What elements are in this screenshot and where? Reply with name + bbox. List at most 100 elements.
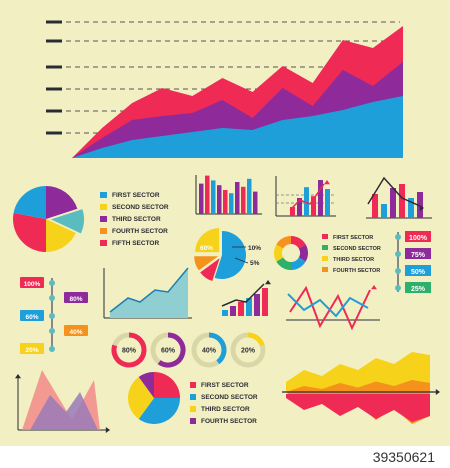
pie-slice bbox=[13, 186, 47, 219]
dot bbox=[49, 313, 55, 319]
legend-label: FOURTH SECTOR bbox=[201, 418, 257, 425]
bar bbox=[223, 190, 228, 214]
donut-segment bbox=[291, 257, 306, 270]
dot bbox=[49, 280, 55, 286]
donut-label: 60% bbox=[161, 348, 176, 355]
pie-label: 10% bbox=[248, 245, 261, 252]
pie-slice bbox=[13, 212, 47, 252]
legend-label: THIRD SECTOR bbox=[333, 257, 374, 263]
bar bbox=[246, 298, 252, 316]
line-arrow bbox=[371, 285, 377, 290]
donut-label: 20% bbox=[241, 348, 256, 355]
trend-arrow bbox=[419, 205, 424, 211]
legend-swatch bbox=[322, 267, 328, 272]
dot bbox=[49, 328, 55, 334]
leader-line bbox=[234, 257, 249, 264]
legend-swatch bbox=[100, 240, 107, 246]
percent-tag-label: 100% bbox=[24, 281, 41, 288]
pie-slice bbox=[195, 228, 220, 253]
percent-tag bbox=[20, 343, 44, 354]
donut-label: 40% bbox=[202, 348, 217, 355]
bar bbox=[241, 186, 246, 214]
legend-swatch bbox=[100, 192, 107, 198]
pie-slice bbox=[154, 372, 180, 398]
donut-segment bbox=[276, 236, 291, 249]
legend-swatch bbox=[190, 406, 196, 412]
pie-slice bbox=[128, 376, 154, 420]
pie-slice bbox=[46, 186, 78, 219]
pie-slice bbox=[194, 256, 219, 271]
legend-swatch bbox=[190, 394, 196, 400]
area-series-3 bbox=[72, 96, 403, 158]
pie-slice bbox=[138, 398, 180, 424]
legend-swatch bbox=[322, 234, 328, 239]
y-axis-tick bbox=[46, 87, 62, 91]
legend-label: SECOND SECTOR bbox=[201, 394, 258, 401]
y-axis-tick bbox=[46, 20, 62, 24]
percent-tag-label: 50% bbox=[411, 269, 426, 276]
y-axis-tick bbox=[46, 131, 62, 135]
legend-swatch bbox=[100, 228, 107, 234]
legend-label: THIRD SECTOR bbox=[112, 216, 161, 223]
legend-label: SECOND SECTOR bbox=[112, 204, 169, 211]
bar bbox=[311, 196, 316, 216]
bar bbox=[230, 306, 236, 316]
legend-swatch bbox=[100, 204, 107, 210]
percent-tag-label: 75% bbox=[411, 252, 426, 259]
watermark-bar bbox=[0, 446, 450, 468]
donut-progress bbox=[157, 332, 186, 368]
percent-tag bbox=[405, 231, 431, 242]
bar bbox=[325, 189, 330, 216]
legend-label: FIRST SECTOR bbox=[333, 235, 373, 241]
axis-arrow bbox=[105, 427, 110, 433]
percent-tag-label: 80% bbox=[69, 296, 82, 303]
bar bbox=[304, 187, 309, 216]
dot bbox=[395, 268, 401, 274]
pie-slice bbox=[46, 219, 76, 252]
legend-label: FIRST SECTOR bbox=[112, 192, 160, 199]
axis-arrow bbox=[435, 389, 440, 395]
area-series-2 bbox=[30, 392, 98, 430]
bar bbox=[318, 180, 323, 216]
bar bbox=[235, 182, 240, 214]
trend-arrow bbox=[265, 280, 271, 285]
pie-label: 5% bbox=[250, 260, 260, 267]
bar bbox=[253, 191, 258, 214]
axis-arrow bbox=[15, 374, 21, 379]
trend-line bbox=[367, 176, 421, 207]
legend-swatch bbox=[190, 382, 196, 388]
legend-swatch bbox=[322, 256, 328, 261]
legend-label: FOURTH SECTOR bbox=[112, 228, 168, 235]
donut-segment bbox=[274, 244, 284, 262]
donut-segment bbox=[298, 244, 308, 262]
dot bbox=[49, 295, 55, 301]
line-series-red bbox=[289, 285, 371, 331]
bar bbox=[254, 294, 260, 316]
bar bbox=[417, 192, 423, 218]
donut-progress bbox=[247, 332, 265, 347]
legend-label: FIFTH SECTOR bbox=[112, 240, 159, 247]
bar bbox=[211, 180, 216, 214]
legend-swatch bbox=[322, 245, 328, 250]
bar bbox=[390, 188, 396, 218]
y-axis-tick bbox=[46, 65, 62, 69]
bar bbox=[408, 198, 414, 218]
y-axis-tick bbox=[46, 109, 62, 113]
line-series bbox=[109, 267, 189, 313]
legend-label: FOURTH SECTOR bbox=[333, 268, 380, 274]
pie-slice bbox=[200, 258, 220, 282]
area-band-red bbox=[286, 394, 430, 422]
trend-arrow bbox=[324, 180, 330, 185]
trend-line bbox=[289, 183, 325, 211]
pie-slice bbox=[138, 372, 154, 398]
dot bbox=[395, 251, 401, 257]
donut-segment bbox=[276, 257, 291, 270]
donut-progress bbox=[208, 332, 227, 365]
percent-tag bbox=[405, 265, 431, 276]
y-axis-tick bbox=[46, 39, 62, 43]
bar bbox=[372, 194, 378, 218]
bar bbox=[290, 207, 295, 216]
percent-tag bbox=[64, 325, 88, 336]
percent-tag bbox=[64, 292, 88, 303]
